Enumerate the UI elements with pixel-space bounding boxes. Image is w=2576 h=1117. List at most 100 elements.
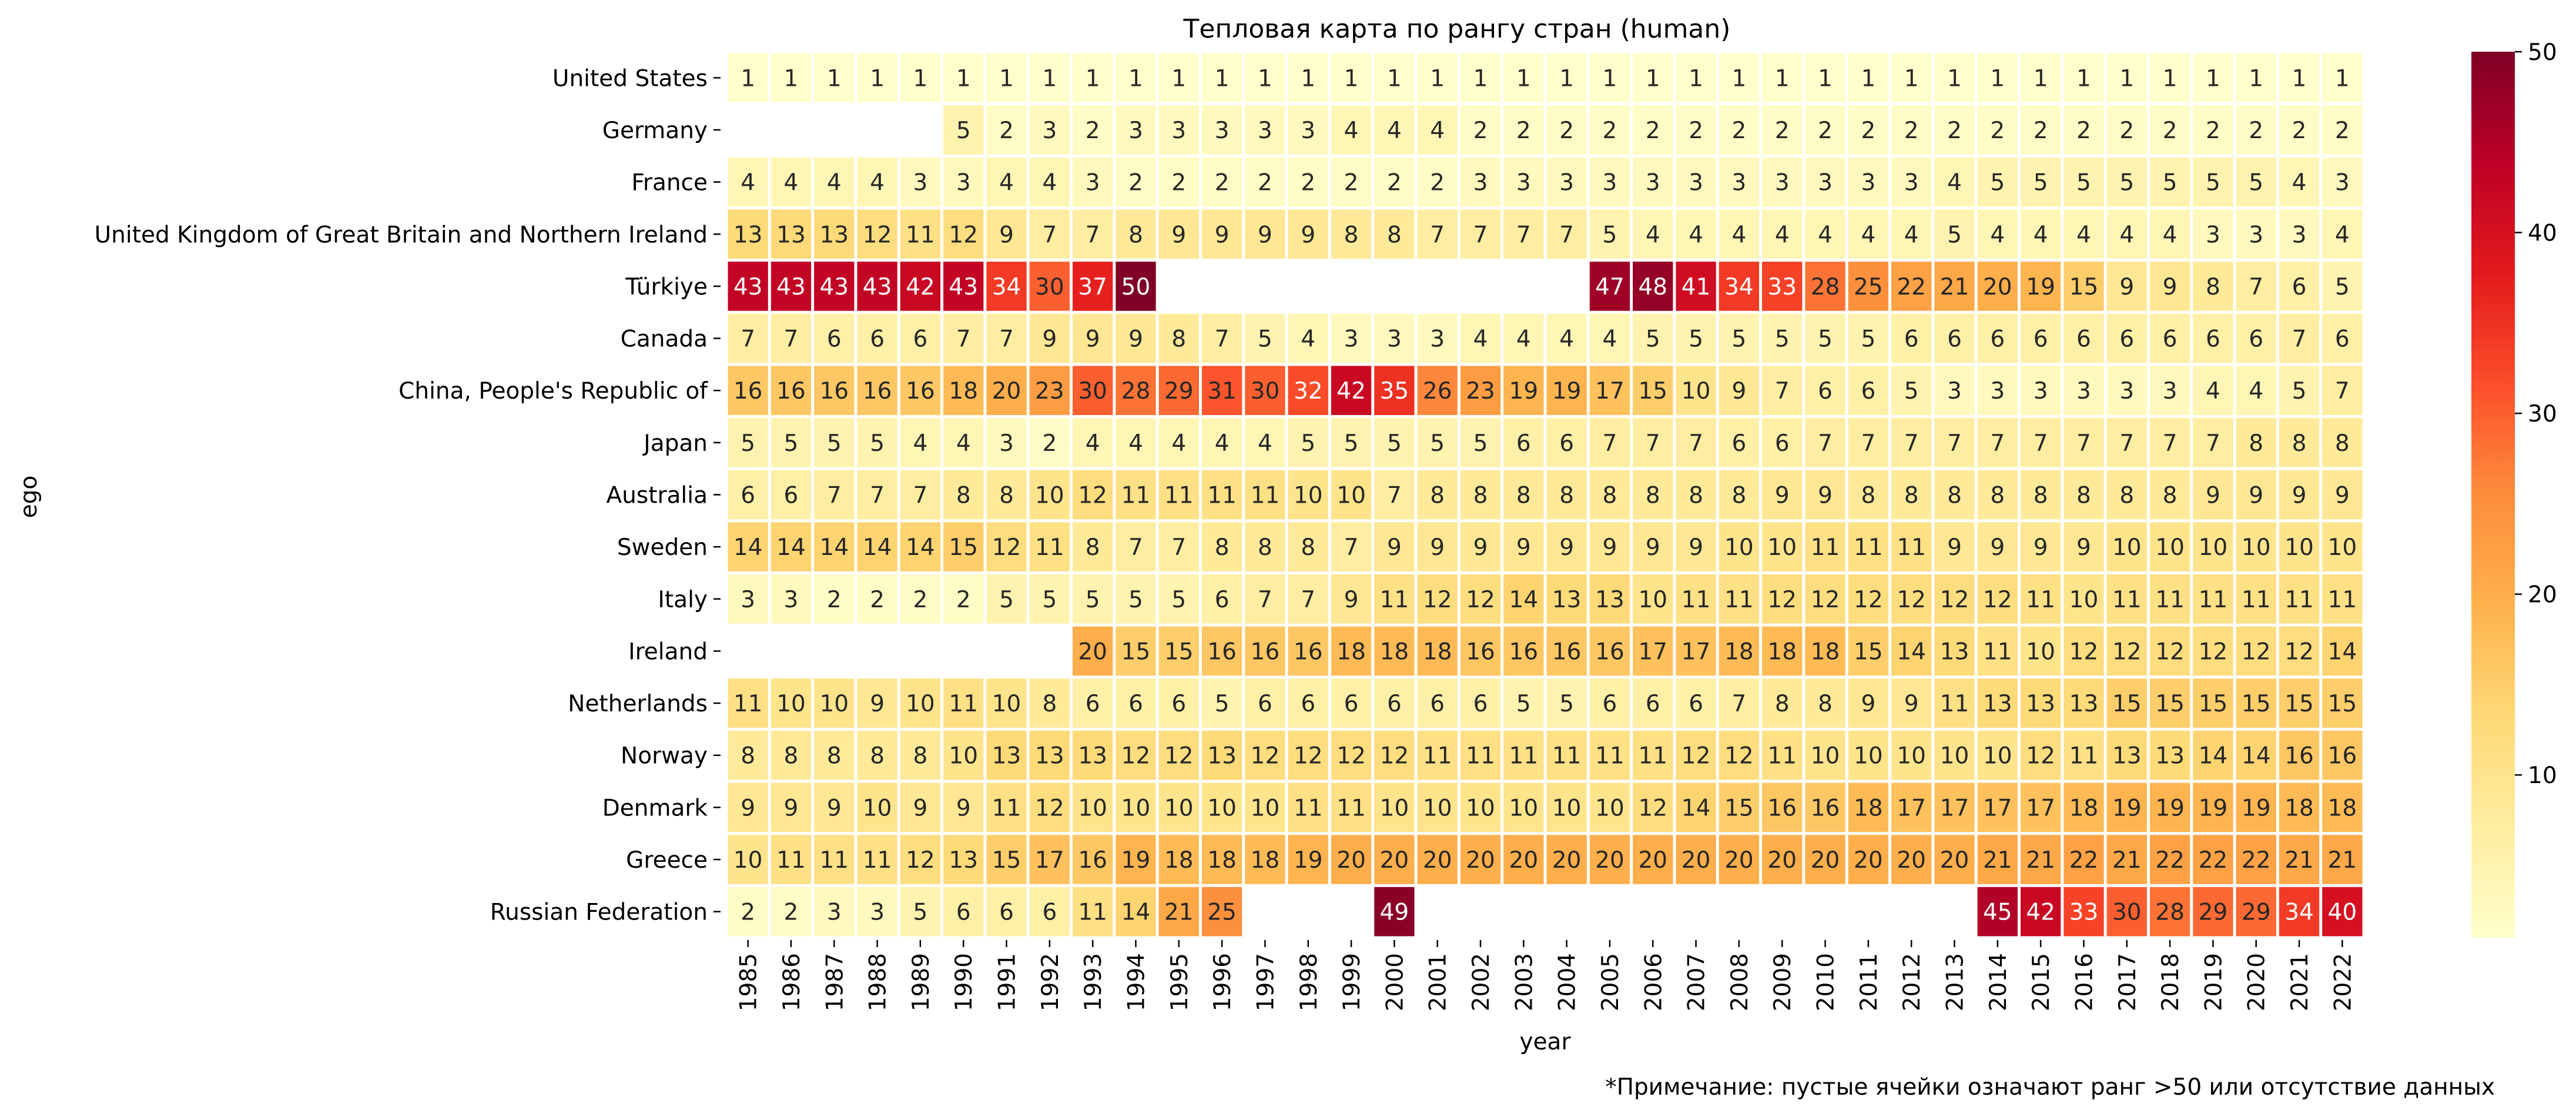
- heatmap-cell: [1762, 313, 1803, 363]
- cell-value-label: 13: [2026, 691, 2055, 717]
- cell-value-label: 8: [1603, 483, 1617, 509]
- column-label: 2001: [1425, 953, 1452, 1011]
- heatmap-cell: [2064, 782, 2104, 832]
- cell-value-label: 12: [2284, 638, 2314, 665]
- heatmap-cell: [1288, 835, 1328, 884]
- heatmap-cell: [986, 887, 1027, 937]
- cell-value-label: 3: [1086, 170, 1100, 196]
- heatmap-cell: [2020, 105, 2061, 155]
- heatmap-cell: [2020, 470, 2061, 520]
- cell-value-label: 1: [1559, 65, 1574, 92]
- cell-value-label: 29: [1164, 378, 1194, 404]
- cell-value-label: 3: [827, 899, 842, 926]
- cell-value-label: 7: [2206, 430, 2220, 457]
- heatmap-cell: [728, 53, 768, 103]
- cell-value-label: 10: [1294, 483, 1323, 509]
- heatmap-cell: [1158, 887, 1199, 937]
- heatmap-cell: [2106, 835, 2147, 884]
- heatmap-cell: [2236, 730, 2276, 780]
- heatmap-cell: [1934, 262, 1975, 311]
- cell-value-label: 12: [1121, 743, 1151, 770]
- cell-value-label: 2: [1516, 118, 1531, 144]
- cell-value-label: 17: [1897, 795, 1926, 821]
- cell-value-label: 45: [1983, 899, 2012, 926]
- cell-value-label: 2: [1990, 118, 2005, 144]
- cell-value-label: 16: [1595, 638, 1624, 665]
- heatmap-cell: [1503, 418, 1544, 467]
- cell-value-label: 6: [1689, 691, 1703, 717]
- cell-value-label: 12: [1078, 483, 1107, 509]
- heatmap-cell: [1331, 313, 1372, 363]
- cell-value-label: 14: [1897, 638, 1926, 665]
- heatmap-cell: [2193, 522, 2233, 571]
- cell-value-label: 4: [1559, 326, 1574, 353]
- heatmap-cell: [771, 835, 812, 884]
- column-label: 1997: [1252, 953, 1279, 1011]
- cell-value-label: 15: [2155, 691, 2185, 717]
- cell-value-label: 6: [1258, 691, 1272, 717]
- heatmap-cell: [2106, 470, 2147, 520]
- heatmap-cell: [1589, 313, 1630, 363]
- cell-value-label: 13: [819, 222, 849, 248]
- heatmap-cell: [1245, 105, 1285, 155]
- cell-value-label: 5: [827, 430, 842, 457]
- heatmap-cell: [1633, 470, 1673, 520]
- cell-value-label: 5: [1775, 326, 1790, 353]
- heatmap-cell: [1245, 678, 1285, 728]
- heatmap-cell: [771, 730, 812, 780]
- column-label: 2006: [1640, 953, 1667, 1011]
- heatmap-cell: [900, 574, 941, 624]
- heatmap-cell: [2106, 887, 2147, 937]
- heatmap-cell: [1460, 313, 1501, 363]
- heatmap-cell: [1331, 574, 1372, 624]
- row-label: Denmark: [602, 795, 708, 821]
- cell-value-label: 11: [906, 222, 935, 248]
- cell-value-label: 28: [1811, 274, 1840, 300]
- cell-value-label: 12: [1854, 587, 1883, 613]
- cell-value-label: 10: [1940, 743, 1969, 770]
- heatmap-cell: [1201, 678, 1242, 728]
- heatmap-cell: [1201, 313, 1242, 363]
- cell-value-label: 4: [1732, 222, 1747, 248]
- cell-value-label: 1: [1990, 65, 2005, 92]
- cell-value-label: 8: [2163, 483, 2178, 509]
- cell-value-label: 5: [1904, 378, 1919, 404]
- cell-value-label: 2: [1387, 170, 1402, 196]
- cell-value-label: 16: [2284, 743, 2314, 770]
- cell-value-label: 23: [1466, 378, 1495, 404]
- cell-value-label: 8: [1344, 222, 1359, 248]
- cell-value-label: 12: [1638, 795, 1667, 821]
- cell-value-label: 11: [1164, 483, 1194, 509]
- cell-value-label: 13: [1035, 743, 1064, 770]
- cell-value-label: 6: [1128, 691, 1143, 717]
- heatmap-cell: [1374, 730, 1415, 780]
- heatmap-cell: [943, 313, 984, 363]
- cell-value-label: 2: [1086, 118, 1100, 144]
- heatmap-cell: [1503, 313, 1544, 363]
- heatmap-cell: [2322, 574, 2363, 624]
- cell-value-label: 11: [863, 847, 892, 874]
- cell-value-label: 4: [1430, 118, 1445, 144]
- cell-value-label: 2: [1344, 170, 1359, 196]
- heatmap-cell: [1546, 835, 1587, 884]
- heatmap-cell: [1676, 626, 1716, 676]
- heatmap-cell: [1201, 209, 1242, 259]
- heatmap-cell: [1201, 366, 1242, 416]
- heatmap-cell: [814, 209, 855, 259]
- heatmap-cell: [1116, 157, 1156, 207]
- cell-value-label: 10: [1767, 534, 1797, 561]
- heatmap-cell: [1460, 418, 1501, 467]
- heatmap-cell: [2193, 730, 2233, 780]
- cell-value-label: 3: [1301, 118, 1315, 144]
- cell-value-label: 5: [2206, 170, 2220, 196]
- heatmap-cell: [1331, 678, 1372, 728]
- cell-value-label: 17: [1595, 378, 1624, 404]
- cell-value-label: 43: [819, 274, 849, 300]
- heatmap-cell: [1546, 157, 1587, 207]
- cell-value-label: 8: [2034, 483, 2048, 509]
- heatmap-cell: [2020, 262, 2061, 311]
- heatmap-cell: [2193, 678, 2233, 728]
- cell-value-label: 14: [863, 534, 892, 561]
- column-label: 1990: [951, 953, 977, 1011]
- heatmap-cell: [1934, 313, 1975, 363]
